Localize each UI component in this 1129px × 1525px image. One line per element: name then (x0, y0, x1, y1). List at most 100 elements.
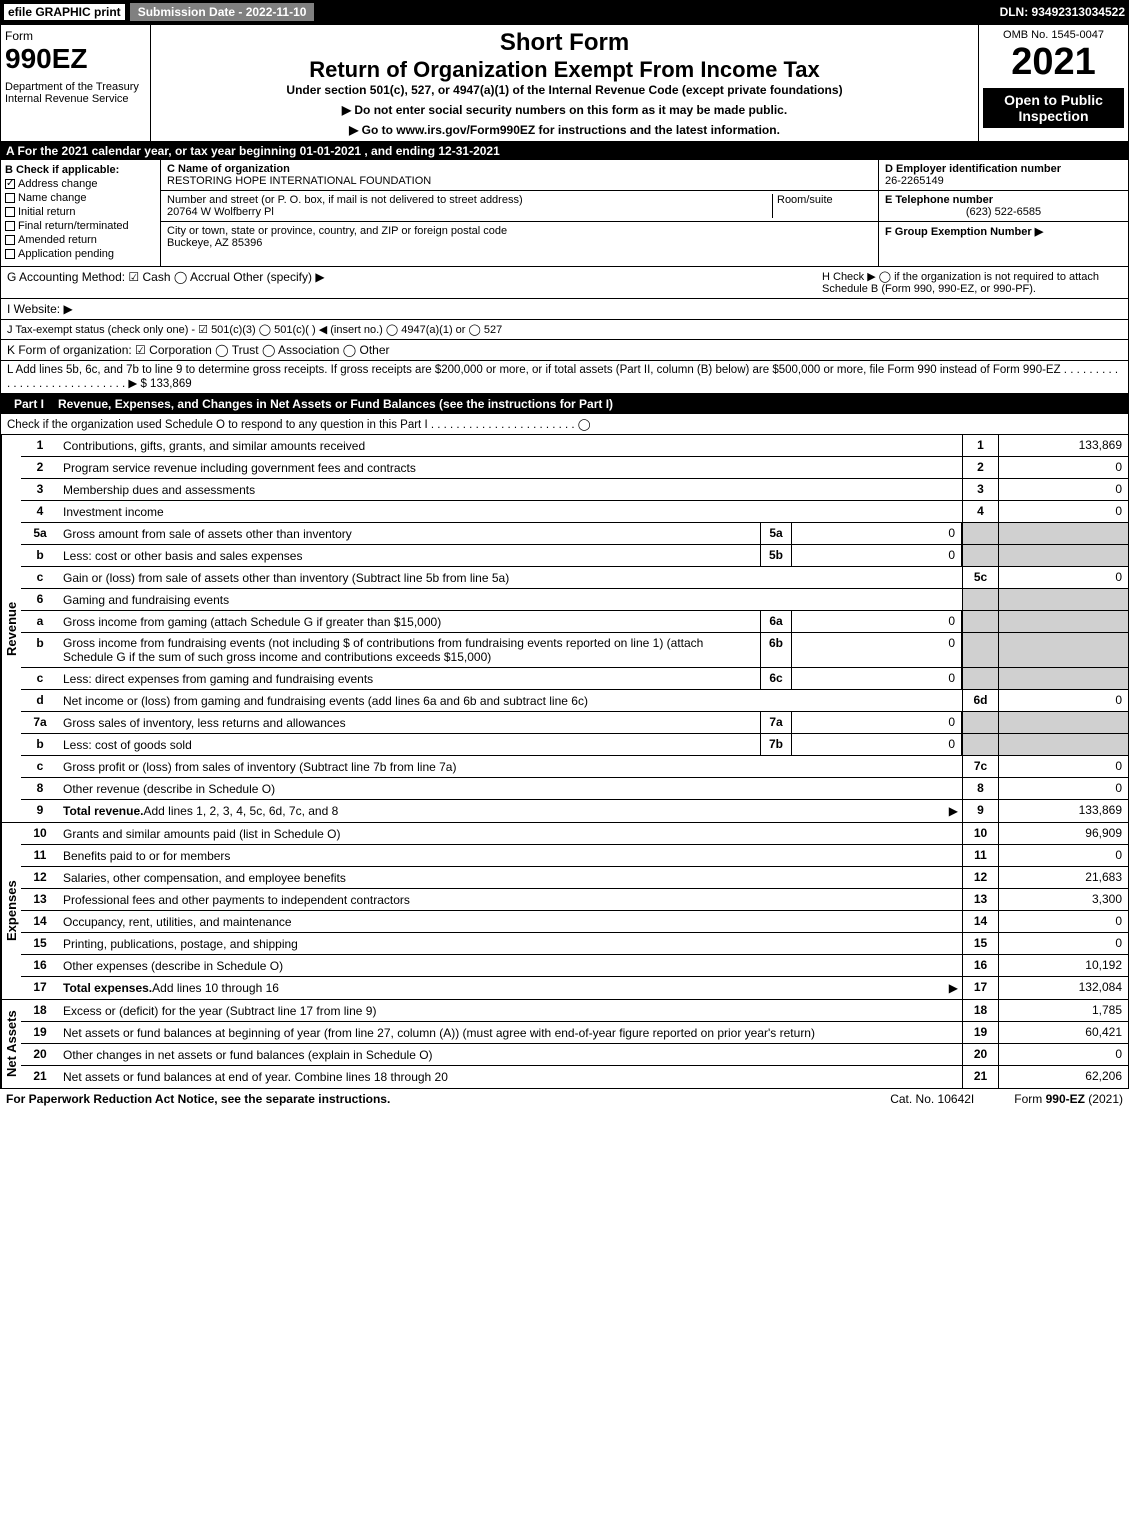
line-number: 12 (21, 867, 59, 888)
right-line-value: 0 (998, 933, 1128, 954)
checkbox-icon[interactable] (5, 221, 15, 231)
line-desc: Excess or (deficit) for the year (Subtra… (59, 1000, 962, 1021)
mid-line-number: 7a (760, 712, 792, 733)
right-line-number: 13 (962, 889, 998, 910)
line-desc: Gross profit or (loss) from sales of inv… (59, 756, 962, 777)
omb-number: OMB No. 1545-0047 (983, 29, 1124, 41)
part1-label: Part I (6, 397, 52, 411)
note-ssn: ▶ Do not enter social security numbers o… (155, 103, 974, 117)
line-number: 19 (21, 1022, 59, 1043)
line-desc: Other expenses (describe in Schedule O) (59, 955, 962, 976)
line-desc: Grants and similar amounts paid (list in… (59, 823, 962, 844)
right-line-number (962, 523, 998, 544)
right-line-number: 5c (962, 567, 998, 588)
netassets-section: Net Assets 18Excess or (deficit) for the… (0, 999, 1129, 1089)
right-line-number: 2 (962, 457, 998, 478)
part1-header: Part I Revenue, Expenses, and Changes in… (0, 394, 1129, 414)
col-b-checkboxes: B Check if applicable: Address changeNam… (1, 160, 161, 266)
checkbox-item[interactable]: Name change (5, 192, 156, 204)
right-line-value: 0 (998, 690, 1128, 711)
table-row: 2Program service revenue including gover… (21, 457, 1128, 479)
right-line-value: 0 (998, 1044, 1128, 1065)
footer-left: For Paperwork Reduction Act Notice, see … (6, 1092, 390, 1106)
right-line-number: 7c (962, 756, 998, 777)
table-row: 19Net assets or fund balances at beginni… (21, 1022, 1128, 1044)
line-desc: Membership dues and assessments (59, 479, 962, 500)
table-row: 13Professional fees and other payments t… (21, 889, 1128, 911)
netassets-body: 18Excess or (deficit) for the year (Subt… (21, 1000, 1128, 1088)
group-exemption-block: F Group Exemption Number ▶ (879, 222, 1128, 241)
line-number: 11 (21, 845, 59, 866)
table-row: 18Excess or (deficit) for the year (Subt… (21, 1000, 1128, 1022)
right-line-number: 12 (962, 867, 998, 888)
right-line-value (998, 633, 1128, 667)
table-row: cGain or (loss) from sale of assets othe… (21, 567, 1128, 589)
mid-line-value: 0 (792, 734, 962, 755)
short-form-title: Short Form (155, 29, 974, 57)
checkbox-icon[interactable] (5, 249, 15, 259)
open-inspection: Open to Public Inspection (983, 88, 1124, 128)
table-row: 21Net assets or fund balances at end of … (21, 1066, 1128, 1088)
phone-label: E Telephone number (885, 194, 993, 206)
header-center: Short Form Return of Organization Exempt… (151, 25, 978, 141)
right-line-value: 0 (998, 911, 1128, 932)
note-goto-text: ▶ Go to www.irs.gov/Form990EZ for instru… (349, 123, 780, 137)
table-row: 5aGross amount from sale of assets other… (21, 523, 1128, 545)
checkbox-item[interactable]: Final return/terminated (5, 220, 156, 232)
right-line-number (962, 712, 998, 733)
right-line-value: 0 (998, 501, 1128, 522)
table-row: 6Gaming and fundraising events (21, 589, 1128, 611)
right-line-number: 16 (962, 955, 998, 976)
right-line-value (998, 734, 1128, 755)
irs-label: Internal Revenue Service (5, 93, 146, 105)
table-row: 12Salaries, other compensation, and empl… (21, 867, 1128, 889)
checkbox-icon[interactable] (5, 235, 15, 245)
checkbox-label: Address change (18, 178, 98, 190)
right-line-value: 0 (998, 845, 1128, 866)
org-name: RESTORING HOPE INTERNATIONAL FOUNDATION (167, 175, 431, 187)
checkbox-item[interactable]: Address change (5, 178, 156, 190)
table-row: bGross income from fundraising events (n… (21, 633, 1128, 668)
line-number: c (21, 668, 59, 689)
right-line-number: 14 (962, 911, 998, 932)
section-a-period: A For the 2021 calendar year, or tax yea… (0, 142, 1129, 160)
checkbox-icon[interactable] (5, 193, 15, 203)
line-j: J Tax-exempt status (check only one) - ☑… (0, 320, 1129, 340)
line-k: K Form of organization: ☑ Corporation ◯ … (0, 340, 1129, 361)
checkbox-item[interactable]: Application pending (5, 248, 156, 260)
right-line-number: 11 (962, 845, 998, 866)
checkbox-item[interactable]: Amended return (5, 234, 156, 246)
ein-label: D Employer identification number (885, 163, 1061, 175)
efile-print[interactable]: efile GRAPHIC print (4, 4, 125, 20)
street-block: Number and street (or P. O. box, if mail… (161, 191, 878, 222)
line-desc: Net assets or fund balances at beginning… (59, 1022, 962, 1043)
right-line-number: 18 (962, 1000, 998, 1021)
line-desc: Other revenue (describe in Schedule O) (59, 778, 962, 799)
table-row: 4Investment income40 (21, 501, 1128, 523)
right-line-value: 96,909 (998, 823, 1128, 844)
submission-date: Submission Date - 2022-11-10 (129, 2, 316, 22)
right-line-value: 21,683 (998, 867, 1128, 888)
line-number: c (21, 567, 59, 588)
mid-line-number: 5a (760, 523, 792, 544)
line-number: c (21, 756, 59, 777)
line-desc: Less: cost of goods sold (59, 734, 760, 755)
right-line-number: 8 (962, 778, 998, 799)
line-desc: Program service revenue including govern… (59, 457, 962, 478)
table-row: 20Other changes in net assets or fund ba… (21, 1044, 1128, 1066)
checkbox-icon[interactable] (5, 179, 15, 189)
revenue-vlabel: Revenue (1, 435, 21, 822)
right-line-value: 133,869 (998, 435, 1128, 456)
checkbox-icon[interactable] (5, 207, 15, 217)
checkbox-item[interactable]: Initial return (5, 206, 156, 218)
right-line-value (998, 668, 1128, 689)
page-footer: For Paperwork Reduction Act Notice, see … (0, 1089, 1129, 1109)
footer-right-form: 990-EZ (1046, 1092, 1085, 1106)
right-line-number: 1 (962, 435, 998, 456)
mid-line-value: 0 (792, 545, 962, 566)
info-row: B Check if applicable: Address changeNam… (0, 160, 1129, 267)
line-number: 9 (21, 800, 59, 822)
line-desc: Gain or (loss) from sale of assets other… (59, 567, 962, 588)
phone-block: E Telephone number (623) 522-6585 (879, 191, 1128, 222)
col-c-org: C Name of organization RESTORING HOPE IN… (161, 160, 878, 266)
